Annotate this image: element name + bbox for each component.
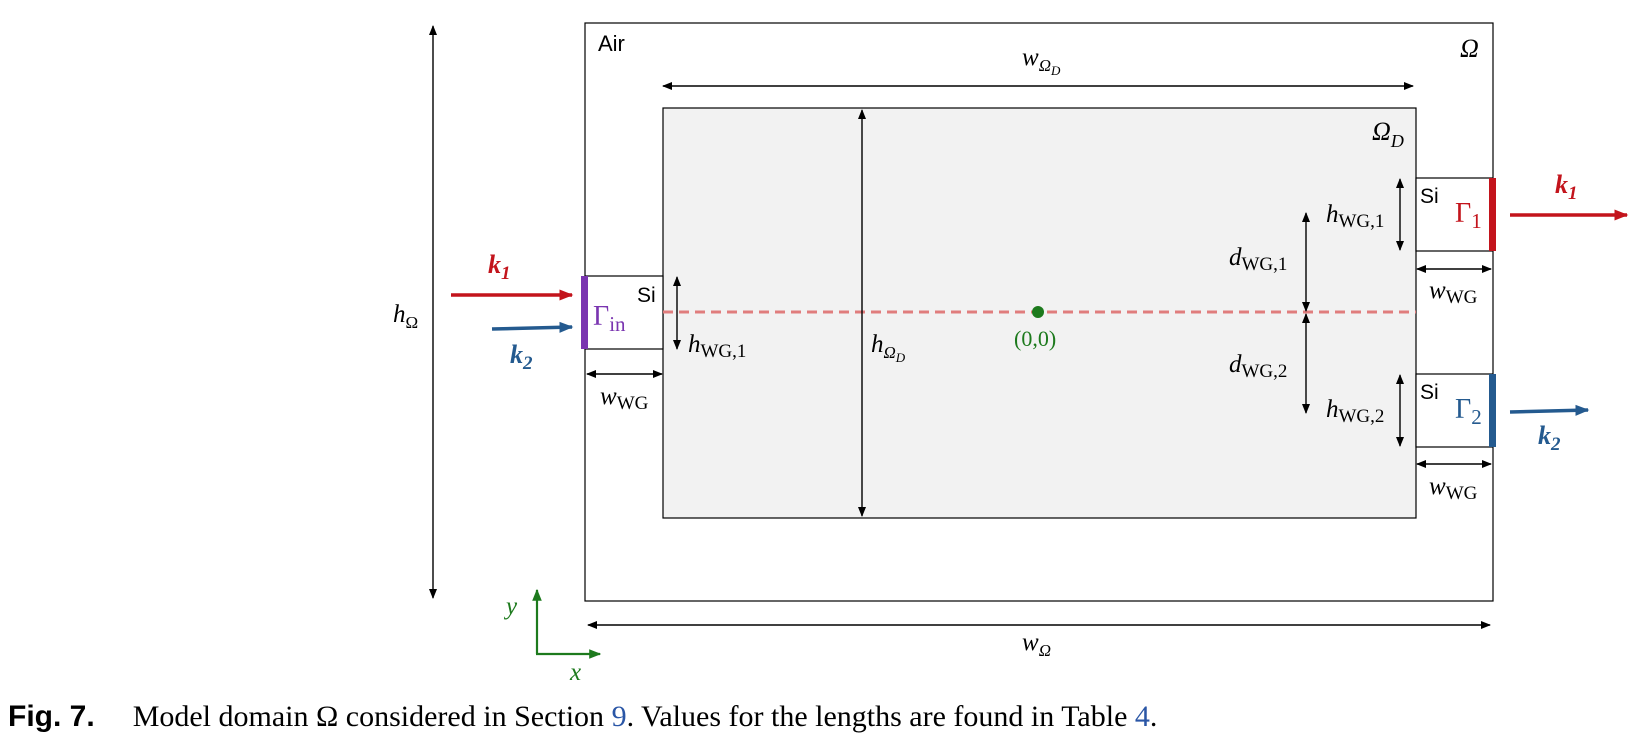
h-wg1-left-label: hWG,1	[688, 331, 746, 362]
k2-outgoing-arrow	[1509, 404, 1590, 416]
caption-text-after: .	[1149, 700, 1158, 733]
w-wg-left-label: wWG	[600, 383, 649, 414]
gamma-2-label: Γ2	[1455, 394, 1482, 429]
gamma-1-port	[1489, 178, 1496, 251]
gamma-1-label: Γ1	[1455, 198, 1482, 233]
k2-outgoing-label: k2	[1538, 421, 1561, 455]
d-wg1-label: dWG,1	[1229, 244, 1287, 275]
h-omega-label: hΩ	[393, 301, 418, 332]
omega-label: Ω	[1460, 34, 1479, 63]
si-label-input: Si	[637, 284, 656, 307]
k2-incoming-label: k2	[510, 340, 533, 374]
figure-caption: Fig. 7. Model domain Ω considered in Sect…	[8, 700, 1157, 734]
caption-text-middle: . Values for the lengths are found in Ta…	[626, 700, 1135, 733]
gamma-2-port	[1489, 374, 1496, 447]
si-label-output-1: Si	[1420, 185, 1439, 208]
h-wg1-right-label: hWG,1	[1326, 201, 1384, 232]
si-label-output-2: Si	[1420, 381, 1439, 404]
gamma-in-port	[581, 276, 588, 349]
input-waveguide	[584, 275, 664, 350]
h-wg2-right-label: hWG,2	[1326, 396, 1384, 427]
h-omega-d-label: hΩD	[871, 331, 906, 365]
w-omega-d-label: wΩD	[1022, 44, 1061, 78]
section-reference-link[interactable]: 9	[611, 700, 627, 733]
output-waveguide-1	[1415, 177, 1493, 252]
table-reference-link[interactable]: 4	[1134, 700, 1150, 733]
origin-label: (0,0)	[1014, 326, 1056, 351]
caption-text-before: Model domain Ω considered in Section	[132, 700, 612, 733]
d-wg2-label: dWG,2	[1229, 351, 1287, 382]
k1-incoming-label: k1	[488, 250, 511, 284]
w-wg-right2-label: wWG	[1429, 473, 1478, 504]
x-axis-label: x	[569, 659, 581, 686]
omega-d-label: ΩD	[1372, 117, 1404, 151]
figure-number: Fig. 7.	[8, 700, 95, 733]
output-waveguide-2	[1415, 373, 1493, 448]
w-wg-right1-label: wWG	[1429, 277, 1478, 308]
k2-incoming-arrow	[491, 321, 574, 333]
air-label: Air	[598, 31, 625, 56]
gamma-in-label: Γin	[593, 301, 626, 336]
k1-outgoing-label: k1	[1555, 170, 1578, 204]
w-omega-label: wΩ	[1022, 629, 1051, 660]
y-axis-label: y	[503, 593, 518, 620]
origin-point	[1032, 306, 1044, 318]
